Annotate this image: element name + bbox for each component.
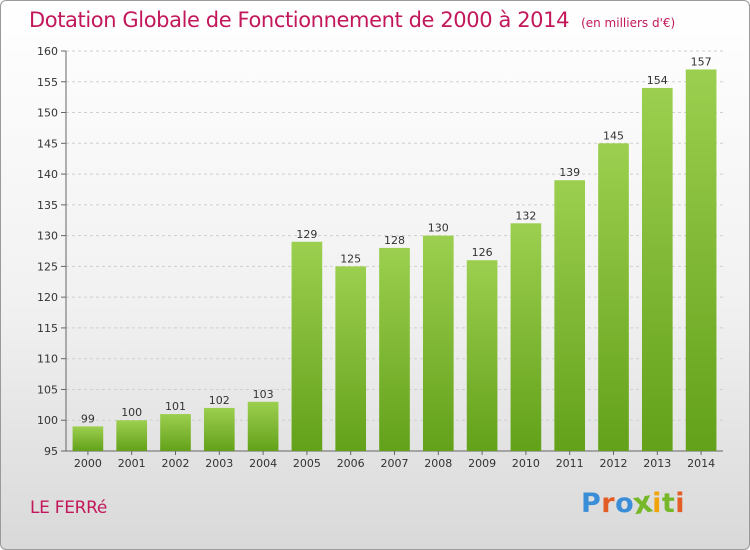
bar-2011 xyxy=(554,180,586,451)
bar-2007 xyxy=(379,247,410,451)
y-tick-label: 115 xyxy=(37,322,58,335)
bar-2000 xyxy=(72,426,104,451)
y-tick-label: 140 xyxy=(37,168,58,181)
x-tick-label-2006: 2006 xyxy=(337,457,365,470)
y-tick-label: 135 xyxy=(37,199,58,212)
proxiti-logo[interactable]: Proxiti xyxy=(581,485,686,522)
bar-2013 xyxy=(641,87,673,451)
y-tick-label: 95 xyxy=(44,445,58,458)
bar-2002 xyxy=(160,414,191,451)
x-tick-label-2013: 2013 xyxy=(643,457,671,470)
x-tick-labels: 2000 2001 2002 2003 2004 2005 2006 2007 2008 2009… xyxy=(74,457,715,470)
data-label-2009: 126 xyxy=(472,246,493,259)
data-label-2013: 154 xyxy=(647,74,668,87)
y-tick-label: 155 xyxy=(37,76,58,89)
bar-2006 xyxy=(335,266,367,451)
y-tick-label: 105 xyxy=(37,383,58,396)
logo-letter: t xyxy=(661,488,676,519)
x-tick-label-2004: 2004 xyxy=(249,457,277,470)
x-tick-label-2000: 2000 xyxy=(74,457,102,470)
bar-2005 xyxy=(291,241,323,451)
x-tick-label-2001: 2001 xyxy=(118,457,146,470)
bar-2010 xyxy=(510,223,542,451)
y-tick-labels: 95 100 105 110 115 120 125 130 135 140 145 150 155 16… xyxy=(37,45,58,458)
y-tick-label: 100 xyxy=(37,414,58,427)
x-tick-label-2012: 2012 xyxy=(600,457,628,470)
bars xyxy=(72,69,717,452)
city-name: LE FERRé xyxy=(30,498,108,518)
data-label-2008: 130 xyxy=(428,222,449,235)
bar-2009 xyxy=(466,260,498,451)
data-label-2012: 145 xyxy=(603,129,624,142)
data-labels: 99 100 101 102 103 129 125 128 130 126 132 139 145 15… xyxy=(81,55,712,425)
y-tick-label: 130 xyxy=(37,230,58,243)
data-label-2011: 139 xyxy=(559,166,580,179)
data-label-2007: 128 xyxy=(384,234,405,247)
y-tick-label: 120 xyxy=(37,291,58,304)
x-tick-label-2014: 2014 xyxy=(687,457,715,470)
logo-letter: o xyxy=(615,488,635,519)
bar-2003 xyxy=(203,407,235,451)
chart-title-text: Dotation Globale de Fonctionnement de 20… xyxy=(29,8,570,32)
y-tick-label: 125 xyxy=(37,260,58,273)
x-tick-label-2010: 2010 xyxy=(512,457,540,470)
x-tick-label-2002: 2002 xyxy=(162,457,190,470)
x-tick-label-2007: 2007 xyxy=(381,457,409,470)
bar-2014 xyxy=(685,69,717,451)
logo-letter: i xyxy=(675,488,686,519)
data-label-2003: 102 xyxy=(209,394,230,407)
bar-2001 xyxy=(116,420,148,451)
y-tick-label: 160 xyxy=(37,45,58,58)
y-tick-label: 110 xyxy=(37,353,58,366)
chart-subtitle: (en milliers d'€) xyxy=(581,16,676,30)
x-tick-label-2005: 2005 xyxy=(293,457,321,470)
bar-2008 xyxy=(422,235,454,451)
logo-letter: i xyxy=(652,488,662,519)
data-label-2014: 157 xyxy=(691,55,712,68)
y-tick-label: 150 xyxy=(37,107,58,120)
data-label-2010: 132 xyxy=(515,209,536,222)
data-label-2002: 101 xyxy=(165,400,186,413)
data-label-2006: 125 xyxy=(340,252,361,265)
data-label-2001: 100 xyxy=(121,406,142,419)
data-label-2005: 129 xyxy=(296,228,317,241)
bar-2004 xyxy=(247,401,279,451)
x-tick-label-2008: 2008 xyxy=(424,457,452,470)
bar-2012 xyxy=(598,143,629,452)
chart-title: Dotation Globale de Fonctionnement de 20… xyxy=(29,8,675,32)
y-tick-label: 145 xyxy=(37,137,58,150)
x-tick-label-2011: 2011 xyxy=(556,457,584,470)
x-tick-label-2003: 2003 xyxy=(205,457,233,470)
x-tick-label-2009: 2009 xyxy=(468,457,496,470)
data-label-2000: 99 xyxy=(81,412,95,425)
data-label-2004: 103 xyxy=(253,388,274,401)
logo-letter: r xyxy=(601,488,616,519)
logo-letter: P xyxy=(581,488,602,519)
